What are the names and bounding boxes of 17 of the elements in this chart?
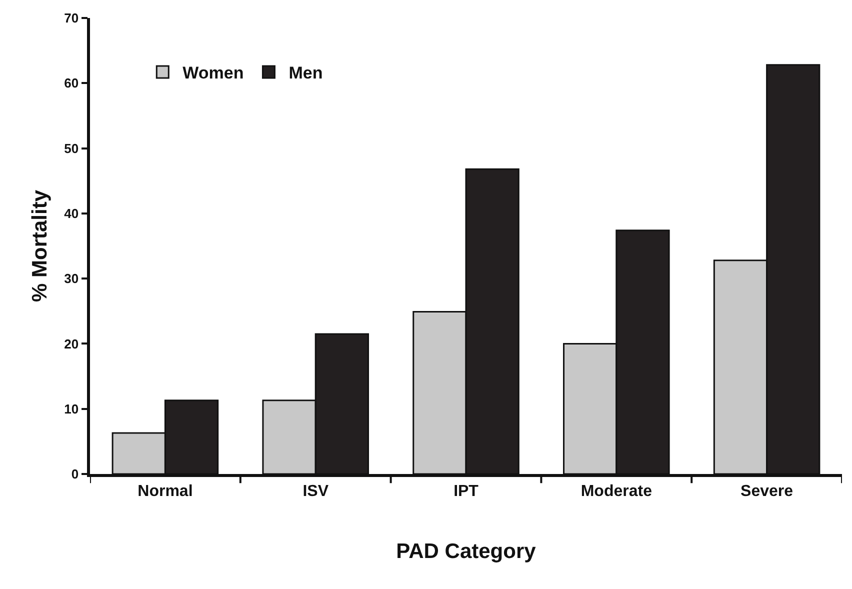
y-axis-title: % Mortality bbox=[28, 190, 52, 302]
y-tick-label: 10 bbox=[64, 401, 79, 416]
y-tick-label: 60 bbox=[64, 76, 79, 91]
y-tick-label: 20 bbox=[64, 336, 79, 352]
y-tick-label: 0 bbox=[71, 466, 79, 482]
x-tick-label: Moderate bbox=[580, 482, 652, 500]
y-tick-label: 40 bbox=[64, 206, 79, 221]
x-tick-label: IPT bbox=[454, 482, 479, 500]
y-tick-label: 70 bbox=[64, 10, 79, 26]
x-tick-label: Normal bbox=[138, 482, 193, 500]
y-tick-label: 50 bbox=[64, 140, 79, 156]
y-tick-label: 30 bbox=[64, 271, 79, 286]
x-tick-label: ISV bbox=[302, 482, 329, 500]
x-axis-title: PAD Category bbox=[396, 540, 536, 564]
x-tick-label: Severe bbox=[740, 482, 794, 500]
legend-label: Women bbox=[182, 64, 244, 83]
legend-label: Men bbox=[288, 64, 323, 83]
